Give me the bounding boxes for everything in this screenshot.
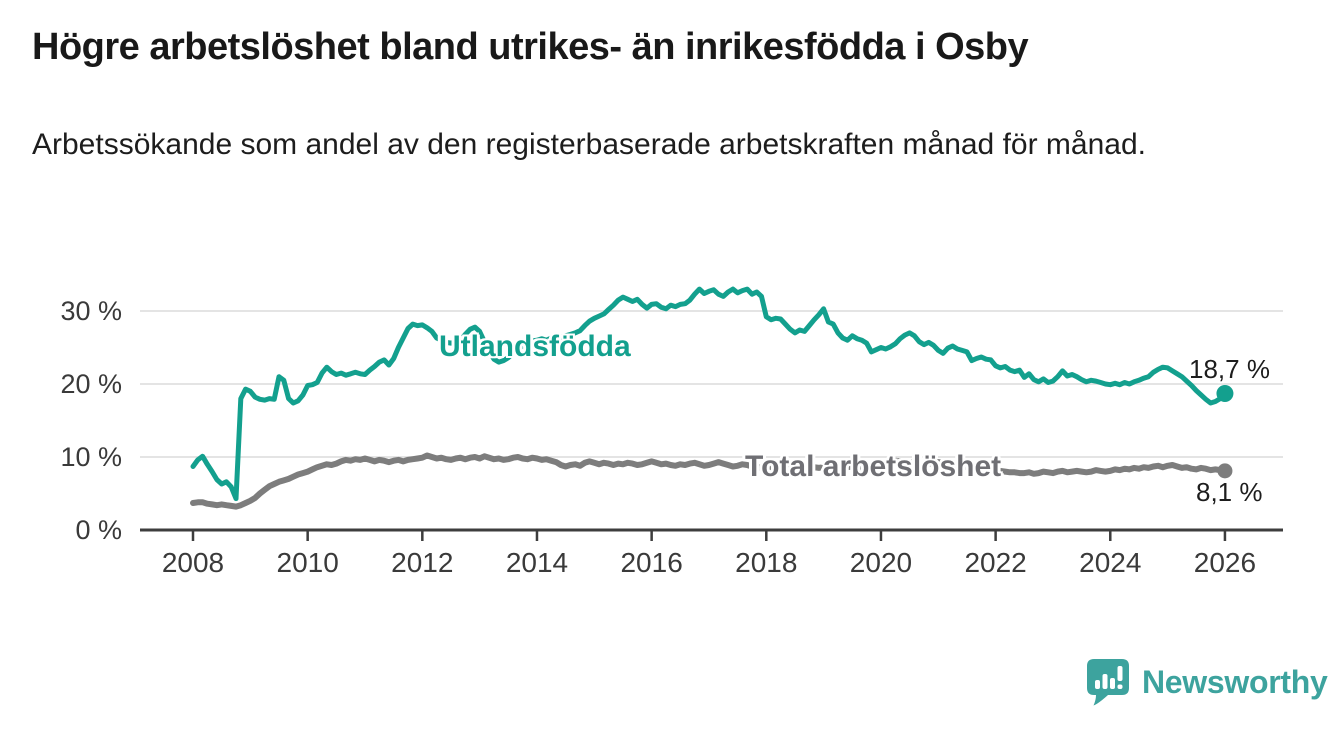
svg-text:2008: 2008 bbox=[162, 547, 224, 578]
svg-text:2012: 2012 bbox=[391, 547, 453, 578]
svg-text:2016: 2016 bbox=[620, 547, 682, 578]
newsworthy-logo-icon bbox=[1087, 659, 1129, 706]
svg-text:20 %: 20 % bbox=[60, 369, 122, 399]
svg-text:0 %: 0 % bbox=[75, 515, 122, 545]
end-value-label-total: 8,1 % bbox=[1196, 477, 1263, 507]
svg-text:2014: 2014 bbox=[506, 547, 568, 578]
end-value-label-utlandsfodda: 18,7 % bbox=[1189, 354, 1270, 384]
svg-text:10 %: 10 % bbox=[60, 442, 122, 472]
svg-text:2018: 2018 bbox=[735, 547, 797, 578]
svg-text:2020: 2020 bbox=[850, 547, 912, 578]
svg-text:2024: 2024 bbox=[1079, 547, 1141, 578]
page-title: Högre arbetslöshet bland utrikes- än inr… bbox=[32, 26, 1029, 68]
chart-subtitle: Arbetssökande som andel av den registerb… bbox=[32, 128, 1146, 161]
newsworthy-logo: Newsworthy bbox=[1084, 656, 1328, 708]
svg-text:30 %: 30 % bbox=[60, 296, 122, 326]
svg-text:2022: 2022 bbox=[964, 547, 1026, 578]
svg-text:2026: 2026 bbox=[1194, 547, 1256, 578]
series-label-utlandsfodda: Utlandsfödda bbox=[439, 330, 631, 363]
newsworthy-logo-text: Newsworthy bbox=[1142, 663, 1328, 700]
svg-text:2010: 2010 bbox=[277, 547, 339, 578]
line-chart: 0 % 10 % 20 % 30 % 2008 2010 2012 2014 2016 2018 2… bbox=[60, 286, 1283, 578]
series-label-total-arbetsloshet: Total arbetslöshet bbox=[745, 450, 1002, 483]
